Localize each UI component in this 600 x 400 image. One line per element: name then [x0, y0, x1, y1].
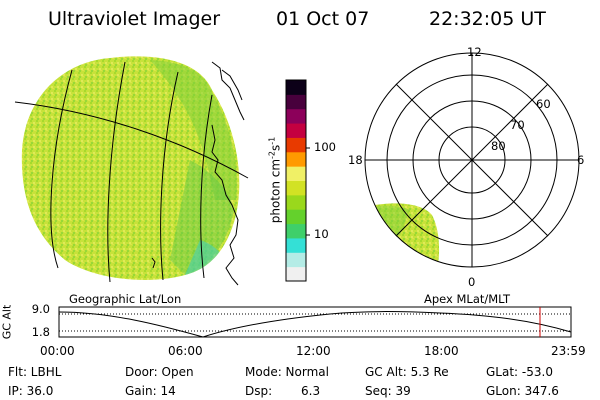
colorbar-step	[286, 137, 306, 153]
mode-status: Mode: Normal	[245, 365, 329, 379]
polar-grid	[364, 52, 580, 268]
colorbar-step	[286, 123, 306, 138]
door-status: Door: Open	[125, 365, 194, 379]
colorbar-step	[286, 237, 306, 253]
orbit-xtick-1800: 18:00	[424, 344, 459, 358]
mlt-label-0: 0	[468, 275, 476, 289]
glon-status: GLon: 347.6	[486, 384, 559, 398]
orbit-plot-frame	[58, 306, 572, 338]
colorbar-step	[286, 94, 306, 110]
orbit-tick-9: 9.0	[31, 302, 50, 316]
colorbar-step	[286, 252, 306, 268]
mlt-label-18: 18	[348, 153, 363, 167]
ip-status: IP: 36.0	[8, 384, 54, 398]
orbit-xtick-1200: 12:00	[296, 344, 331, 358]
colorbar-step	[286, 180, 306, 196]
orbit-altitude-curve	[58, 311, 572, 338]
orbit-tick-1-8: 1.8	[31, 325, 50, 339]
orbit-ylabel: GC Alt	[0, 304, 14, 340]
date-label: 01 Oct 07	[276, 8, 370, 30]
gain-status: Gain: 14	[125, 384, 176, 398]
colorbar-tick-100: 100	[314, 140, 336, 154]
time-label: 22:32:05 UT	[429, 8, 546, 30]
glat-status: GLat: -53.0	[486, 365, 553, 379]
lat-lon-grid	[14, 61, 249, 283]
dsp-label: Dsp:	[245, 384, 273, 398]
colorbar-step	[286, 80, 306, 95]
colorbar-step	[286, 223, 306, 239]
dsp-value: 6.3	[301, 384, 321, 398]
orbit-xtick-0000: 00:00	[40, 344, 75, 358]
colorbar-step	[286, 194, 306, 210]
colorbar-step	[286, 266, 306, 282]
colorbar-step	[286, 209, 306, 225]
mlat-label-70: 70	[510, 118, 525, 132]
coastline	[151, 61, 245, 286]
orbit-xtick-2359: 23:59	[551, 344, 586, 358]
gc-alt-status: GC Alt: 5.3 Re	[365, 365, 449, 379]
colorbar-step	[286, 108, 306, 124]
colorbar-tick-10: 10	[314, 227, 329, 241]
colorbar-step	[286, 166, 306, 181]
colorbar-step	[286, 151, 306, 167]
mlat-label-60: 60	[536, 97, 551, 111]
orbit-xtick-0600: 06:00	[168, 344, 203, 358]
colorbar	[285, 79, 310, 282]
geographic-panel-label: Geographic Lat/Lon	[69, 292, 182, 306]
mlt-label-12: 12	[467, 45, 482, 59]
apex-panel-label: Apex MLat/MLT	[424, 292, 511, 306]
mlt-label-6: 6	[577, 153, 585, 167]
instrument-title: Ultraviolet Imager	[48, 8, 221, 30]
filter-status: Flt: LBHL	[8, 365, 62, 379]
mlat-label-80: 80	[491, 139, 506, 153]
seq-status: Seq: 39	[365, 384, 411, 398]
